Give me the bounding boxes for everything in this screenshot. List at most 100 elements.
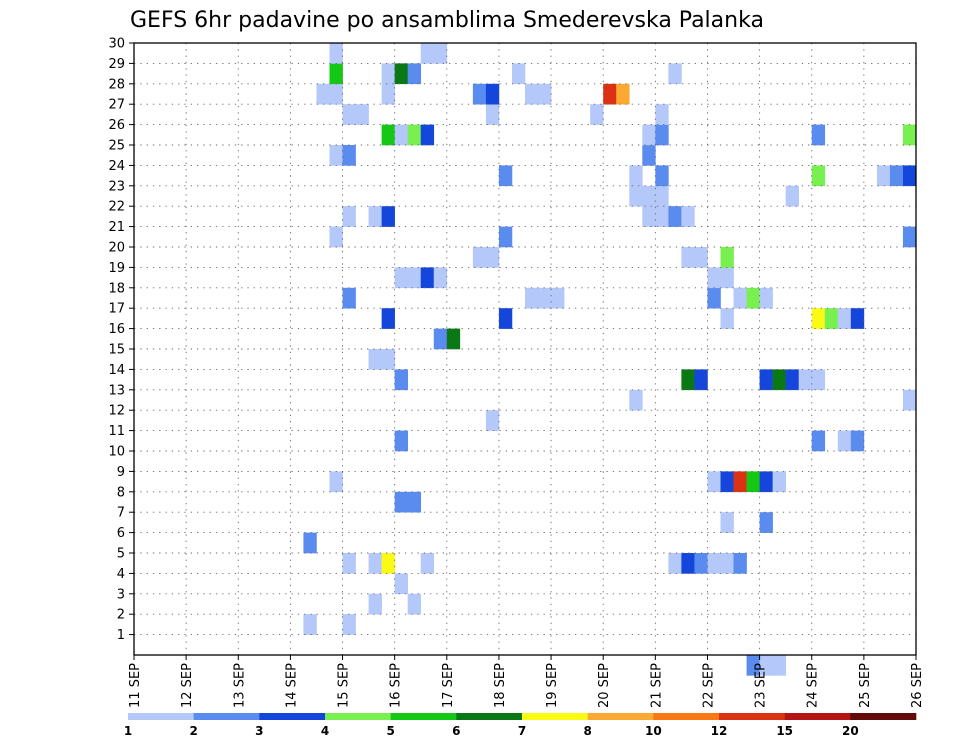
y-tick-label: 29 <box>108 57 125 72</box>
heatmap-cell <box>772 369 786 391</box>
heatmap-cell <box>355 104 369 125</box>
y-tick-label: 23 <box>108 179 125 194</box>
heatmap-cell <box>837 430 852 452</box>
x-tick-label: 15 SEP <box>337 663 352 708</box>
heatmap-cell <box>538 83 552 105</box>
y-tick-label: 14 <box>108 363 125 378</box>
heatmap-cell <box>381 83 395 105</box>
colorbar-label: 3 <box>255 724 263 738</box>
heatmap-cell <box>538 287 552 309</box>
heatmap-cell <box>824 308 839 329</box>
heatmap-cell <box>342 614 356 635</box>
heatmap-cell <box>420 553 435 574</box>
y-tick-label: 3 <box>117 587 125 602</box>
heatmap-cell <box>720 553 734 574</box>
heatmap-cell <box>694 247 708 268</box>
heatmap-cell <box>746 287 760 309</box>
heatmap-cell <box>394 63 408 85</box>
heatmap-cell <box>316 83 330 105</box>
heatmap-cell <box>694 369 708 391</box>
y-tick-label: 30 <box>108 37 125 52</box>
heatmap-cell <box>498 308 513 329</box>
colorbar-swatch <box>522 713 588 720</box>
colorbar: 1 2 3 4 5 6 7 8 10 12 15 20 <box>124 713 917 738</box>
heatmap-cell <box>329 226 343 248</box>
heatmap-cell <box>850 430 865 452</box>
heatmap-cell <box>329 471 343 493</box>
heatmap-cell <box>720 512 734 533</box>
heatmap-cell <box>498 226 513 248</box>
heatmap-cell <box>525 287 539 309</box>
colorbar-label: 20 <box>842 724 859 738</box>
heatmap-cell <box>368 206 382 227</box>
heatmap-cell <box>733 471 747 493</box>
colorbar-swatch <box>325 713 391 720</box>
heatmap-cell <box>668 553 682 574</box>
heatmap-cell <box>407 63 422 85</box>
heatmap-cell <box>772 471 786 493</box>
heatmap-cell <box>642 124 656 146</box>
heatmap-cell <box>811 430 826 452</box>
colorbar-label: 4 <box>321 724 329 738</box>
x-tick-label: 12 SEP <box>180 663 195 708</box>
heatmap-cell <box>342 287 356 309</box>
y-tick-label: 1 <box>117 628 125 643</box>
heatmap-cell <box>394 573 408 595</box>
y-tick-label: 13 <box>108 383 125 398</box>
heatmap-cell <box>368 593 382 615</box>
heatmap-cell <box>681 206 695 227</box>
y-tick-label: 25 <box>108 139 125 154</box>
y-tick-label: 4 <box>117 567 125 582</box>
heatmap-cell <box>759 369 773 391</box>
heatmap-cell <box>303 532 317 554</box>
colorbar-swatch <box>850 713 917 720</box>
heatmap-cell <box>902 389 917 411</box>
colorbar-swatch <box>128 713 194 720</box>
colorbar-swatch <box>259 713 326 720</box>
y-tick-label: 27 <box>108 98 125 113</box>
grid-lines <box>134 43 916 655</box>
heatmap-cell <box>381 349 395 370</box>
heatmap-cell <box>889 165 904 187</box>
heatmap-cell <box>368 553 382 574</box>
colorbar-swatch <box>390 713 457 720</box>
x-tick-label: 22 SEP <box>701 663 716 708</box>
heatmap-cell <box>655 104 669 125</box>
x-tick-label: 14 SEP <box>284 663 299 708</box>
x-tick-label: 24 SEP <box>806 663 821 708</box>
heatmap-cell <box>381 63 395 85</box>
y-tick-label: 18 <box>108 281 125 296</box>
heatmap-cell <box>342 553 356 574</box>
colorbar-label: 8 <box>583 724 591 738</box>
heatmap-cell <box>590 104 604 125</box>
x-tick-label: 25 SEP <box>858 663 873 708</box>
heatmap-cell <box>707 471 721 493</box>
heatmap-cell <box>681 369 695 391</box>
chart-title: GEFS 6hr padavine po ansamblima Smederev… <box>130 8 764 33</box>
heatmap-cell <box>485 410 500 431</box>
heatmap-cell <box>707 267 721 289</box>
colorbar-label: 15 <box>776 724 793 738</box>
heatmap-cell <box>342 145 356 166</box>
y-tick-label: 11 <box>108 424 125 439</box>
heatmap-cell <box>811 369 826 391</box>
heatmap-cell <box>381 553 395 574</box>
heatmap-cell <box>629 165 643 187</box>
colorbar-label: 10 <box>645 724 662 738</box>
heatmap-cell <box>329 43 343 64</box>
x-tick-label: 21 SEP <box>649 663 664 708</box>
x-axis: 11 SEP 12 SEP 13 SEP 14 SEP 15 SEP 16 SEP 17 S… <box>128 655 925 708</box>
heatmap-cell <box>407 491 422 513</box>
heatmap-cell <box>642 206 656 227</box>
heatmap-cell <box>394 369 408 391</box>
heatmap-cell <box>772 655 786 676</box>
colorbar-label: 1 <box>124 724 132 738</box>
heatmap-cell <box>407 267 422 289</box>
colorbar-swatch <box>456 713 523 720</box>
y-tick-label: 20 <box>108 241 125 256</box>
colorbar-swatch <box>653 713 720 720</box>
heatmap-cell <box>629 185 643 207</box>
y-axis: 1234567891011121314151617181920212223242… <box>108 37 134 643</box>
heatmap-cell <box>811 308 826 329</box>
heatmap-cell <box>720 471 734 493</box>
